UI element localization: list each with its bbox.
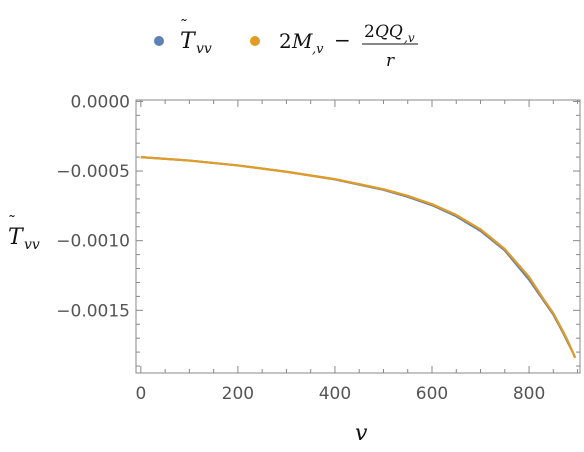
svg-text:˜: ˜ xyxy=(180,16,188,35)
svg-text:vv: vv xyxy=(196,41,212,57)
svg-text:,v: ,v xyxy=(404,31,415,45)
x-tick-label: 800 xyxy=(513,384,545,404)
svg-text:M: M xyxy=(291,29,313,53)
svg-text:−: − xyxy=(334,28,351,52)
legend-label-series-1: T ˜ vv xyxy=(180,16,212,57)
axis-tick-labels: 0 200 400 600 800 0.0000 −0.0005 −0.0010 −0.0015 xyxy=(56,92,545,404)
svg-text:2: 2 xyxy=(279,29,292,53)
svg-text:˜: ˜ xyxy=(8,212,16,231)
legend-marker-series-1 xyxy=(154,36,164,46)
y-axis-label: T ˜ vv xyxy=(8,212,40,253)
svg-text:T: T xyxy=(8,225,25,250)
series-line-2 xyxy=(140,156,577,359)
y-tick-label: −0.0010 xyxy=(56,232,130,252)
legend-marker-series-2 xyxy=(250,36,260,46)
svg-text:T: T xyxy=(180,29,197,54)
x-tick-label: 200 xyxy=(222,384,254,404)
x-tick-label: 0 xyxy=(135,384,146,404)
svg-text:QQ: QQ xyxy=(375,22,403,42)
y-tick-label: 0.0000 xyxy=(71,92,130,112)
y-tick-label: −0.0015 xyxy=(56,301,130,321)
legend-label-series-2: 2 M ,v − 2 QQ ,v r xyxy=(279,22,418,71)
svg-text:,v: ,v xyxy=(312,42,324,57)
svg-text:2: 2 xyxy=(364,22,375,42)
x-axis-label: v xyxy=(355,421,368,446)
x-tick-label: 600 xyxy=(416,384,448,404)
svg-text:vv: vv xyxy=(24,237,40,253)
x-tick-label: 400 xyxy=(319,384,351,404)
svg-text:r: r xyxy=(386,51,395,71)
series-layer xyxy=(140,156,577,359)
y-tick-label: −0.0005 xyxy=(56,162,130,182)
series-line-1 xyxy=(140,156,577,359)
axis-ticks xyxy=(136,100,580,373)
plot-frame xyxy=(135,99,581,374)
legend: T ˜ vv 2 M ,v − 2 QQ ,v r xyxy=(154,16,418,71)
